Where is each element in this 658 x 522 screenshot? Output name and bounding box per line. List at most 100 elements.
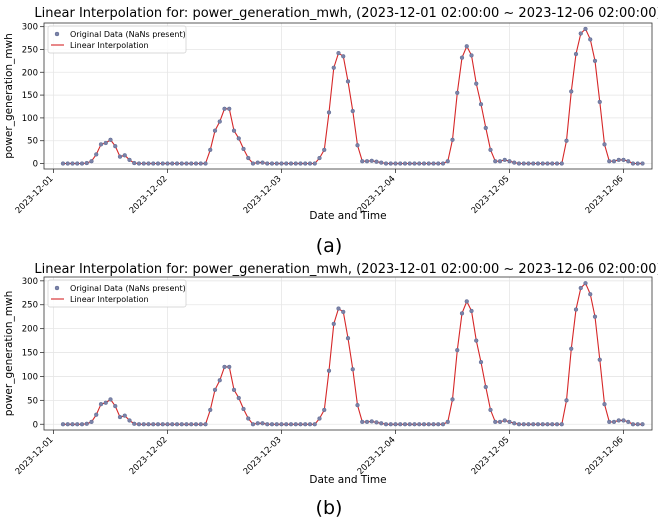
data-point [502,157,507,162]
data-point [583,281,588,286]
data-point [336,51,341,56]
data-point [79,422,85,427]
data-point [497,159,503,164]
data-point [521,422,526,427]
legend-label-interpolation: Linear Interpolation [70,41,149,50]
data-point [94,152,99,157]
data-point [60,422,66,427]
data-point [531,422,536,427]
data-point [526,161,531,166]
data-point [350,367,355,372]
data-point [421,161,427,166]
data-point [554,161,560,166]
y-tick-label: 200 [22,325,38,335]
data-point [369,419,374,424]
x-tick-label: 2023-12-02 [128,435,170,477]
data-point [265,161,270,166]
data-point [103,140,108,146]
data-point [588,292,593,297]
chart-panel-a: Linear Interpolation for: power_generati… [3,6,658,257]
data-point [203,422,208,427]
x-tick-label: 2023-12-01 [14,174,56,216]
y-tick-label: 50 [27,396,38,406]
data-point [626,419,631,424]
data-point [241,406,246,412]
y-tick-label: 250 [22,301,38,311]
data-point [288,161,294,166]
data-point [592,314,598,319]
data-point [274,422,279,427]
data-point [607,159,612,164]
data-point [208,147,213,152]
data-point [512,421,517,426]
data-point [531,161,536,166]
data-point [640,161,645,166]
data-point [350,108,355,114]
x-axis-label: Date and Time [309,210,386,222]
data-point [478,360,484,365]
data-point [474,338,479,343]
data-point [322,147,327,152]
panel-caption: (a) [316,235,342,257]
y-tick-label: 0 [33,160,38,170]
data-point [303,161,308,166]
data-point [151,161,156,166]
y-tick-label: 150 [22,349,38,359]
y-tick-label: 150 [22,91,38,101]
y-axis-label: power_generation_mwh [3,33,15,159]
data-point [493,159,498,164]
data-point [103,400,108,405]
data-point [279,422,284,427]
data-point [431,422,436,427]
data-point [383,422,389,427]
data-point [75,422,80,427]
data-point [573,51,579,57]
x-tick-label: 2023-12-05 [470,435,512,477]
data-point [132,421,137,426]
data-point [564,398,569,403]
y-tick-label: 50 [27,137,38,147]
data-point [231,128,237,133]
y-tick-label: 0 [33,420,38,430]
data-point [611,419,617,424]
data-point [360,159,365,164]
data-point [89,159,94,164]
data-point [393,422,398,427]
data-point [165,161,170,166]
data-point [421,422,427,427]
y-tick-label: 100 [22,372,38,382]
legend-point-marker [54,285,60,291]
data-point [269,422,275,427]
data-point [436,161,441,166]
data-point [507,159,512,164]
data-point [174,161,180,166]
data-point [426,161,431,166]
data-point [260,160,265,165]
y-axis-label: power_generation_mwh [3,291,15,417]
data-point [222,106,227,111]
data-point [189,422,194,427]
data-point [269,161,275,166]
data-point [127,157,132,162]
chart-title: Linear Interpolation for: power_generati… [34,6,658,21]
data-point [341,309,346,315]
data-point [374,159,379,164]
data-point [417,161,422,166]
data-point [407,161,412,166]
data-point [222,364,227,369]
data-point [170,422,175,427]
data-point [298,161,303,166]
data-point [284,422,289,427]
data-point [312,161,317,166]
data-point [284,161,289,166]
panel-caption: (b) [316,497,343,519]
data-point [293,422,298,427]
data-point [141,161,146,166]
data-point [217,378,222,383]
data-point [559,422,564,427]
y-tick-label: 300 [22,23,38,33]
data-point [146,422,151,427]
data-point [398,161,403,166]
data-point [602,142,607,147]
data-point [379,421,384,426]
